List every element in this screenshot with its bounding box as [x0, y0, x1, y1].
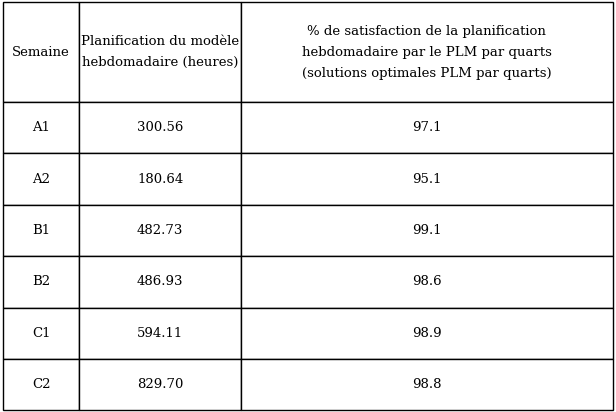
Bar [241, 205, 613, 256]
Text: 180.64: 180.64 [137, 173, 183, 185]
Bar [3, 308, 79, 359]
Bar [241, 2, 613, 102]
Bar [3, 359, 79, 410]
Text: B1: B1 [32, 224, 51, 237]
Bar [3, 205, 79, 256]
Text: 482.73: 482.73 [137, 224, 184, 237]
Bar [241, 256, 613, 308]
Bar [79, 205, 241, 256]
Text: 594.11: 594.11 [137, 327, 183, 340]
Text: C2: C2 [32, 378, 51, 391]
Bar [3, 102, 79, 153]
Text: 97.1: 97.1 [412, 121, 442, 134]
Bar [241, 153, 613, 205]
Text: Planification du modèle
hebdomadaire (heures): Planification du modèle hebdomadaire (he… [81, 35, 239, 69]
Text: 98.9: 98.9 [412, 327, 442, 340]
Bar [79, 308, 241, 359]
Bar [79, 2, 241, 102]
Bar [241, 102, 613, 153]
Text: 95.1: 95.1 [412, 173, 442, 185]
Bar [79, 102, 241, 153]
Bar [241, 359, 613, 410]
Text: 486.93: 486.93 [137, 275, 184, 288]
Bar [241, 308, 613, 359]
Bar [79, 359, 241, 410]
Text: A1: A1 [32, 121, 50, 134]
Text: 300.56: 300.56 [137, 121, 184, 134]
Text: 98.8: 98.8 [412, 378, 442, 391]
Text: B2: B2 [32, 275, 51, 288]
Text: 829.70: 829.70 [137, 378, 184, 391]
Text: A2: A2 [32, 173, 50, 185]
Text: C1: C1 [32, 327, 51, 340]
Bar [3, 2, 79, 102]
Text: 98.6: 98.6 [412, 275, 442, 288]
Bar [79, 153, 241, 205]
Bar [3, 256, 79, 308]
Bar [79, 256, 241, 308]
Text: % de satisfaction de la planification
hebdomadaire par le PLM par quarts
(soluti: % de satisfaction de la planification he… [302, 25, 552, 80]
Text: 99.1: 99.1 [412, 224, 442, 237]
Bar [3, 153, 79, 205]
Text: Semaine: Semaine [12, 45, 70, 59]
